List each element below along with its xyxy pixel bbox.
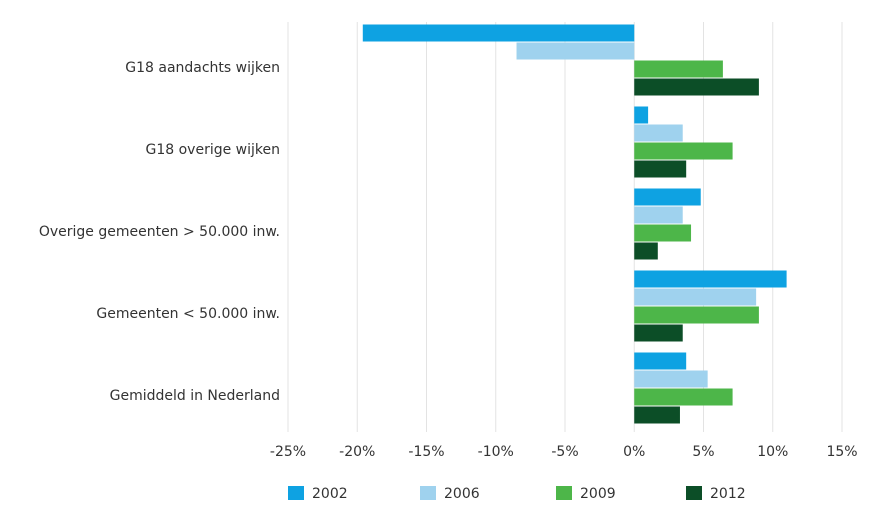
bar — [634, 106, 649, 124]
x-tick-label: -25% — [270, 444, 306, 460]
bar — [634, 388, 733, 406]
bar — [634, 324, 683, 342]
legend-label: 2009 — [580, 486, 616, 502]
x-tick-label: 10% — [757, 444, 788, 460]
legend-swatch — [686, 486, 702, 500]
legend-label: 2006 — [444, 486, 480, 502]
bar — [634, 60, 723, 78]
legend-swatch — [556, 486, 572, 500]
x-tick-label: -15% — [408, 444, 444, 460]
x-tick-label: -20% — [339, 444, 375, 460]
bar — [634, 306, 759, 324]
x-tick-label: 0% — [623, 444, 645, 460]
bar — [634, 78, 759, 96]
legend-label: 2012 — [710, 486, 746, 502]
bar — [634, 160, 687, 178]
y-tick-label: Gemiddeld in Nederland — [110, 388, 280, 404]
y-tick-label: G18 overige wijken — [146, 142, 281, 158]
bar — [634, 242, 658, 260]
y-tick-label: Overige gemeenten > 50.000 inw. — [39, 224, 280, 240]
legend-swatch — [420, 486, 436, 500]
bar — [634, 188, 701, 206]
bar — [634, 224, 692, 242]
bar — [634, 352, 687, 370]
bar — [516, 42, 635, 60]
bar — [634, 206, 683, 224]
x-tick-label: 5% — [692, 444, 714, 460]
bar — [634, 270, 787, 288]
x-tick-label: 15% — [826, 444, 857, 460]
bar — [634, 142, 733, 160]
x-tick-label: -5% — [551, 444, 578, 460]
bar — [634, 370, 708, 388]
bar — [634, 124, 683, 142]
bar — [634, 406, 680, 424]
x-tick-label: -10% — [478, 444, 514, 460]
legend-label: 2002 — [312, 486, 348, 502]
bar — [634, 288, 757, 306]
y-tick-label: Gemeenten < 50.000 inw. — [96, 306, 280, 322]
legend-swatch — [288, 486, 304, 500]
y-tick-label: G18 aandachts wijken — [125, 60, 280, 76]
bar — [362, 24, 635, 42]
